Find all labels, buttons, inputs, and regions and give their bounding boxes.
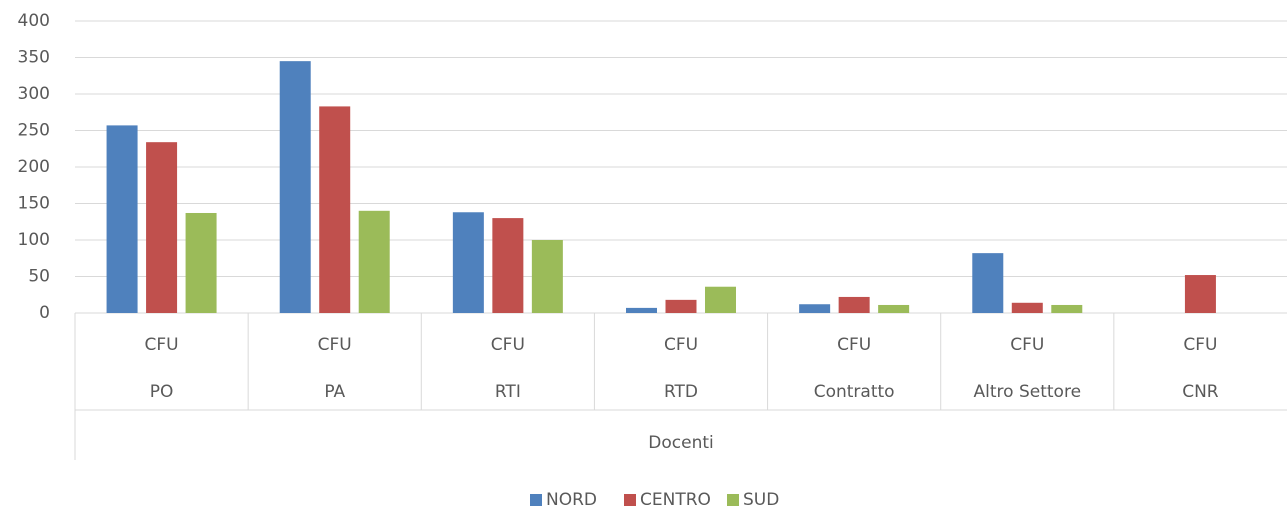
legend-swatch bbox=[624, 494, 636, 506]
legend-swatch bbox=[727, 494, 739, 506]
y-tick-label: 350 bbox=[18, 48, 50, 68]
x-sublabel: CFU bbox=[491, 335, 525, 355]
y-tick-label: 0 bbox=[39, 303, 50, 323]
bar bbox=[319, 106, 351, 313]
group-label: Docenti bbox=[648, 433, 713, 453]
bar bbox=[106, 125, 138, 313]
y-tick-label: 100 bbox=[18, 230, 50, 250]
bar bbox=[452, 212, 484, 313]
bar bbox=[492, 218, 524, 313]
y-tick-label: 400 bbox=[18, 11, 50, 31]
bar bbox=[838, 296, 870, 313]
bar bbox=[665, 299, 697, 313]
bar bbox=[799, 304, 831, 313]
x-sublabel: CFU bbox=[1183, 335, 1217, 355]
legend-swatch bbox=[530, 494, 542, 506]
x-sublabel: CFU bbox=[318, 335, 352, 355]
bar bbox=[146, 142, 178, 313]
bar bbox=[531, 240, 563, 313]
bar bbox=[1184, 275, 1216, 313]
bar bbox=[1011, 302, 1043, 313]
bar bbox=[972, 253, 1004, 313]
x-sublabel: CFU bbox=[1010, 335, 1044, 355]
x-tick-label: PO bbox=[150, 382, 174, 402]
bar bbox=[279, 61, 311, 314]
bar bbox=[185, 212, 217, 313]
x-tick-label: CNR bbox=[1182, 382, 1219, 402]
x-tick-label: Altro Settore bbox=[974, 382, 1082, 402]
x-sublabel: CFU bbox=[664, 335, 698, 355]
bar bbox=[626, 307, 657, 313]
legend-label: NORD bbox=[546, 490, 597, 510]
bar bbox=[358, 210, 390, 313]
bar bbox=[878, 304, 910, 313]
y-tick-label: 50 bbox=[28, 267, 50, 287]
x-sublabel: CFU bbox=[145, 335, 179, 355]
x-sublabel: CFU bbox=[837, 335, 871, 355]
x-tick-label: PA bbox=[324, 382, 345, 402]
y-tick-label: 300 bbox=[18, 84, 50, 104]
y-tick-label: 150 bbox=[18, 194, 50, 214]
legend-label: SUD bbox=[743, 490, 779, 510]
y-tick-label: 200 bbox=[18, 157, 50, 177]
x-tick-label: RTD bbox=[664, 382, 698, 402]
bar bbox=[705, 286, 736, 313]
bar bbox=[1051, 304, 1083, 313]
x-tick-label: Contratto bbox=[814, 382, 895, 402]
legend-label: CENTRO bbox=[640, 490, 711, 510]
y-tick-label: 250 bbox=[18, 121, 50, 141]
x-tick-label: RTI bbox=[495, 382, 521, 402]
